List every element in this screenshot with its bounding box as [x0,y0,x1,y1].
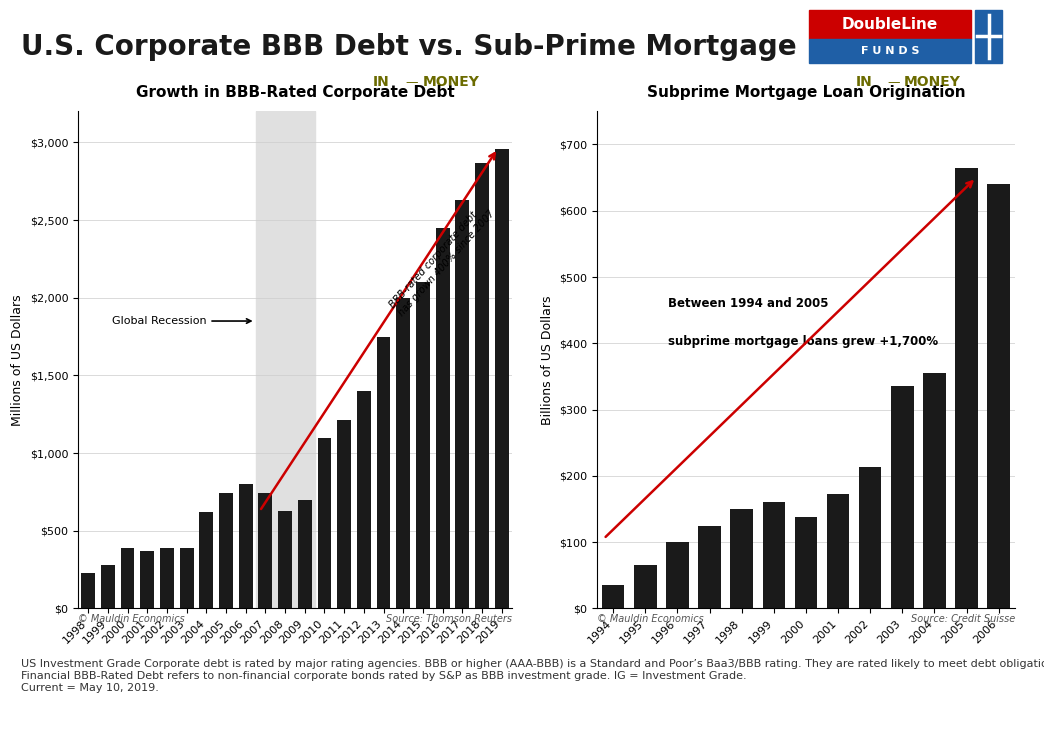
Bar [859,467,881,608]
Text: —: — [405,76,418,89]
Text: subprime mortgage loans grew +1,700%: subprime mortgage loans grew +1,700% [668,335,939,348]
Bar [219,493,233,608]
Text: F U N D S: F U N D S [861,46,920,56]
Bar [731,509,753,608]
Text: BBB-rated corporate debt
has grown 400% since 2007: BBB-rated corporate debt has grown 400% … [387,200,496,318]
Bar [762,502,785,608]
Text: IN: IN [373,75,389,89]
Text: DoubleLine: DoubleLine [843,17,939,32]
Bar [955,168,978,608]
Bar [809,39,971,63]
Bar [397,298,410,608]
Bar [827,493,850,608]
Text: Current = May 10, 2019.: Current = May 10, 2019. [21,683,159,693]
Title: Growth in BBB-Rated Corporate Debt: Growth in BBB-Rated Corporate Debt [136,85,454,100]
Title: Subprime Mortgage Loan Origination: Subprime Mortgage Loan Origination [646,85,966,100]
Bar [794,517,817,608]
Text: MONEY: MONEY [423,75,479,89]
Bar [495,148,508,608]
Text: © Mauldin Economics: © Mauldin Economics [78,614,185,624]
Text: Source: Credit Suisse: Source: Credit Suisse [910,614,1015,624]
Bar [417,282,430,608]
Bar [81,573,95,608]
Text: Financial BBB-Rated Debt refers to non-financial corporate bonds rated by S&P as: Financial BBB-Rated Debt refers to non-f… [21,672,746,681]
Text: Source: Thomson Reuters: Source: Thomson Reuters [385,614,512,624]
Text: Between 1994 and 2005: Between 1994 and 2005 [668,297,829,310]
Bar [121,548,135,608]
Bar [988,184,1010,608]
Text: © Mauldin Economics: © Mauldin Economics [597,614,704,624]
Bar [337,421,351,608]
Bar [199,512,213,608]
Text: MONEY: MONEY [904,75,960,89]
Bar [975,10,1002,63]
Text: Global Recession: Global Recession [112,316,251,326]
Bar [377,337,390,608]
Bar [317,438,331,608]
Text: US Investment Grade Corporate debt is rated by major rating agencies. BBB or hig: US Investment Grade Corporate debt is ra… [21,660,1044,669]
Bar [809,10,971,39]
Bar [160,548,173,608]
Bar [698,525,720,608]
Bar [892,387,914,608]
Bar [140,551,155,608]
Bar [435,228,450,608]
Y-axis label: Millions of US Dollars: Millions of US Dollars [11,294,24,426]
Bar [239,484,253,608]
Bar [923,373,946,608]
Bar [357,391,371,608]
Bar [455,200,469,608]
Text: IN: IN [856,75,873,89]
Bar [666,542,689,608]
Text: U.S. Corporate BBB Debt vs. Sub-Prime Mortgage: U.S. Corporate BBB Debt vs. Sub-Prime Mo… [21,33,797,62]
Bar [634,565,657,608]
Text: —: — [887,76,900,89]
Bar [259,493,272,608]
Bar [602,585,624,608]
Bar [298,500,312,608]
Bar [475,162,489,608]
Bar [180,548,193,608]
Bar [101,565,115,608]
Bar [256,111,314,608]
Bar [278,511,292,608]
Y-axis label: Billions of US Dollars: Billions of US Dollars [541,295,553,424]
